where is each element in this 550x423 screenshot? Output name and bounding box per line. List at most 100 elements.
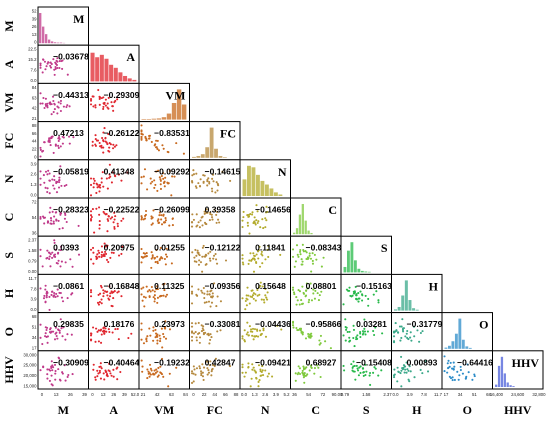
y-tick-label: 17 <box>32 345 37 350</box>
scatter-point <box>405 371 408 374</box>
y-tick-label: 0.0 <box>31 307 38 312</box>
scatter-point <box>150 285 153 289</box>
scatter-point <box>421 372 424 375</box>
scatter-point <box>164 219 167 222</box>
scatter-point <box>363 327 366 330</box>
scatter-point <box>59 102 62 105</box>
scatter-point <box>107 133 110 136</box>
scatter-point <box>100 146 103 149</box>
scatter-point <box>112 221 115 224</box>
scatter-point <box>68 105 71 108</box>
scatter-point <box>164 295 167 298</box>
scatter-point <box>61 335 64 338</box>
scatter-point <box>112 368 115 371</box>
y-axis-label-VM: VM <box>2 93 16 113</box>
scatter-point <box>58 378 61 381</box>
scatter-point <box>410 339 413 342</box>
scatter-point <box>58 172 61 175</box>
scatter-point <box>199 261 203 264</box>
scatter-point <box>291 248 295 251</box>
scatter-point <box>58 60 61 63</box>
scatter-point <box>56 180 59 183</box>
scatter-point <box>473 373 476 376</box>
scatter-point <box>198 341 201 344</box>
correlation-value: −0.15408 <box>356 357 392 367</box>
scatter-point <box>155 368 158 371</box>
scatter-point <box>357 300 360 303</box>
scatter-point <box>112 251 115 254</box>
scatter-point <box>197 288 200 291</box>
hist-bar <box>350 242 354 273</box>
scatter-point <box>157 221 160 225</box>
scatter-point <box>194 330 197 334</box>
cell-HHV-H: 0.00893 <box>391 350 443 390</box>
scatter-point <box>202 331 205 335</box>
scatter-point <box>209 250 212 253</box>
scatter-point <box>345 288 349 291</box>
hist-bar <box>192 156 196 158</box>
scatter-point <box>401 327 405 330</box>
scatter-point <box>114 215 117 218</box>
scatter-point <box>260 332 263 335</box>
scatter-point <box>466 363 469 366</box>
scatter-point <box>140 132 143 136</box>
scatter-point <box>59 212 62 215</box>
scatter-point <box>101 171 104 174</box>
scatter-point <box>349 294 352 297</box>
hist-bar <box>44 34 48 44</box>
scatter-point <box>92 251 95 254</box>
x-tick-label: 2.37 <box>383 392 392 397</box>
scatter-point <box>39 216 42 219</box>
scatter-point <box>199 219 202 222</box>
scatter-point <box>295 244 299 247</box>
x-tick-label: 1.58 <box>362 392 371 397</box>
scatter-point <box>392 331 396 334</box>
scatter-point <box>46 187 49 190</box>
cell-frame <box>138 159 190 199</box>
scatter-point <box>247 294 250 297</box>
scatter-point <box>353 370 356 373</box>
scatter-point <box>161 346 164 349</box>
scatter-point <box>304 374 307 378</box>
hist-bar <box>500 356 504 387</box>
scatter-point <box>51 178 54 181</box>
scatter-point <box>246 298 249 301</box>
hist-bar <box>497 365 501 387</box>
scatter-point <box>400 385 403 388</box>
scatter-point <box>96 369 99 372</box>
scatter-point <box>160 218 163 221</box>
scatter-point <box>46 173 49 176</box>
scatter-point <box>113 290 116 293</box>
scatter-point <box>317 366 320 369</box>
x-axis-label-O: O <box>463 403 472 417</box>
scatter-point <box>107 328 110 331</box>
scatter-point <box>39 217 42 220</box>
scatter-point <box>108 295 112 298</box>
scatter-point <box>60 260 63 263</box>
scatter-point <box>59 165 62 168</box>
cell-S-FC: −0.12122 <box>189 235 241 275</box>
scatter-point <box>419 331 422 335</box>
scatter-point <box>209 338 212 341</box>
scatter-point <box>194 373 197 376</box>
scatter-point <box>297 255 300 258</box>
hist-bar <box>166 113 172 120</box>
scatter-point <box>66 104 69 107</box>
scatter-point <box>408 380 411 383</box>
scatter-point <box>113 211 116 214</box>
scatter-point <box>150 223 153 226</box>
scatter-point <box>41 102 44 105</box>
scatter-point <box>201 371 204 374</box>
cell-frame <box>391 273 443 314</box>
x-axis-label-C: C <box>311 403 320 417</box>
cell-VM-A: −0.29309 <box>88 82 140 123</box>
scatter-point <box>151 216 154 219</box>
scatter-point <box>52 99 55 103</box>
scatter-point <box>150 140 153 143</box>
correlation-value: −0.33081 <box>205 319 241 329</box>
scatter-point <box>262 329 265 332</box>
scatter-point <box>293 293 296 296</box>
scatter-point <box>192 169 195 172</box>
hist-bar <box>278 194 283 196</box>
scatter-point <box>55 331 58 334</box>
